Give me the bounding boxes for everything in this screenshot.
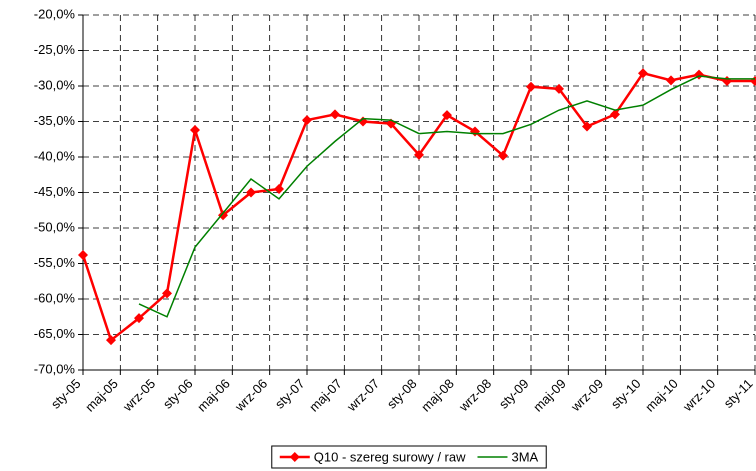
data-point [610,109,620,120]
x-tick-label: sty-11 [721,376,756,411]
data-point [302,115,312,126]
y-tick-label: -60,0% [34,290,76,305]
x-tick-label: wrz-06 [231,376,270,415]
x-tick-label: sty-10 [608,376,644,412]
data-point [218,210,228,221]
data-point [78,249,88,260]
data-point [274,183,284,194]
x-tick-label: wrz-07 [343,376,382,415]
x-tick-label: maj-10 [642,376,681,415]
legend-label: 3MA [511,449,538,464]
x-tick-label: maj-06 [194,376,233,415]
x-tick-label: wrz-10 [679,376,718,415]
data-point [526,81,536,92]
data-point [554,83,564,94]
y-tick-label: -25,0% [34,42,76,57]
data-point [722,76,732,87]
data-point [498,150,508,161]
x-tick-label: sty-06 [160,376,196,412]
y-tick-label: -45,0% [34,184,76,199]
y-tick-label: -70,0% [34,361,76,376]
x-tick-label: maj-05 [82,376,121,415]
y-tick-label: -55,0% [34,255,76,270]
y-tick-label: -30,0% [34,77,76,92]
y-tick-label: -35,0% [34,113,76,128]
x-tick-label: sty-07 [272,376,308,412]
legend-box [271,445,547,469]
x-tick-label: maj-08 [418,376,457,415]
data-point [442,110,452,121]
data-point [750,76,756,87]
legend-marker [289,452,300,462]
x-tick-label: sty-05 [48,376,84,412]
data-point [246,187,256,198]
data-point [330,109,340,120]
series-line [138,75,755,318]
data-point [162,288,172,299]
data-point [190,125,200,136]
x-tick-label: wrz-08 [455,376,494,415]
legend-label: Q10 - szereg surowy / raw [314,449,466,464]
data-point [134,313,144,324]
data-point [638,68,648,79]
data-point [414,149,424,160]
x-tick-label: sty-08 [384,376,420,412]
y-tick-label: -50,0% [34,219,76,234]
x-tick-label: sty-09 [496,376,532,412]
x-tick-label: maj-09 [530,376,569,415]
data-point [582,121,592,132]
legend: Q10 - szereg surowy / raw 3MA [271,445,547,469]
x-tick-label: maj-07 [306,376,345,415]
y-tick-label: -40,0% [34,148,76,163]
x-tick-label: wrz-05 [119,376,158,415]
data-point [666,75,676,86]
y-tick-label: -20,0% [34,6,76,21]
x-tick-label: wrz-09 [567,376,606,415]
data-point [106,335,116,346]
y-tick-label: -65,0% [34,326,76,341]
